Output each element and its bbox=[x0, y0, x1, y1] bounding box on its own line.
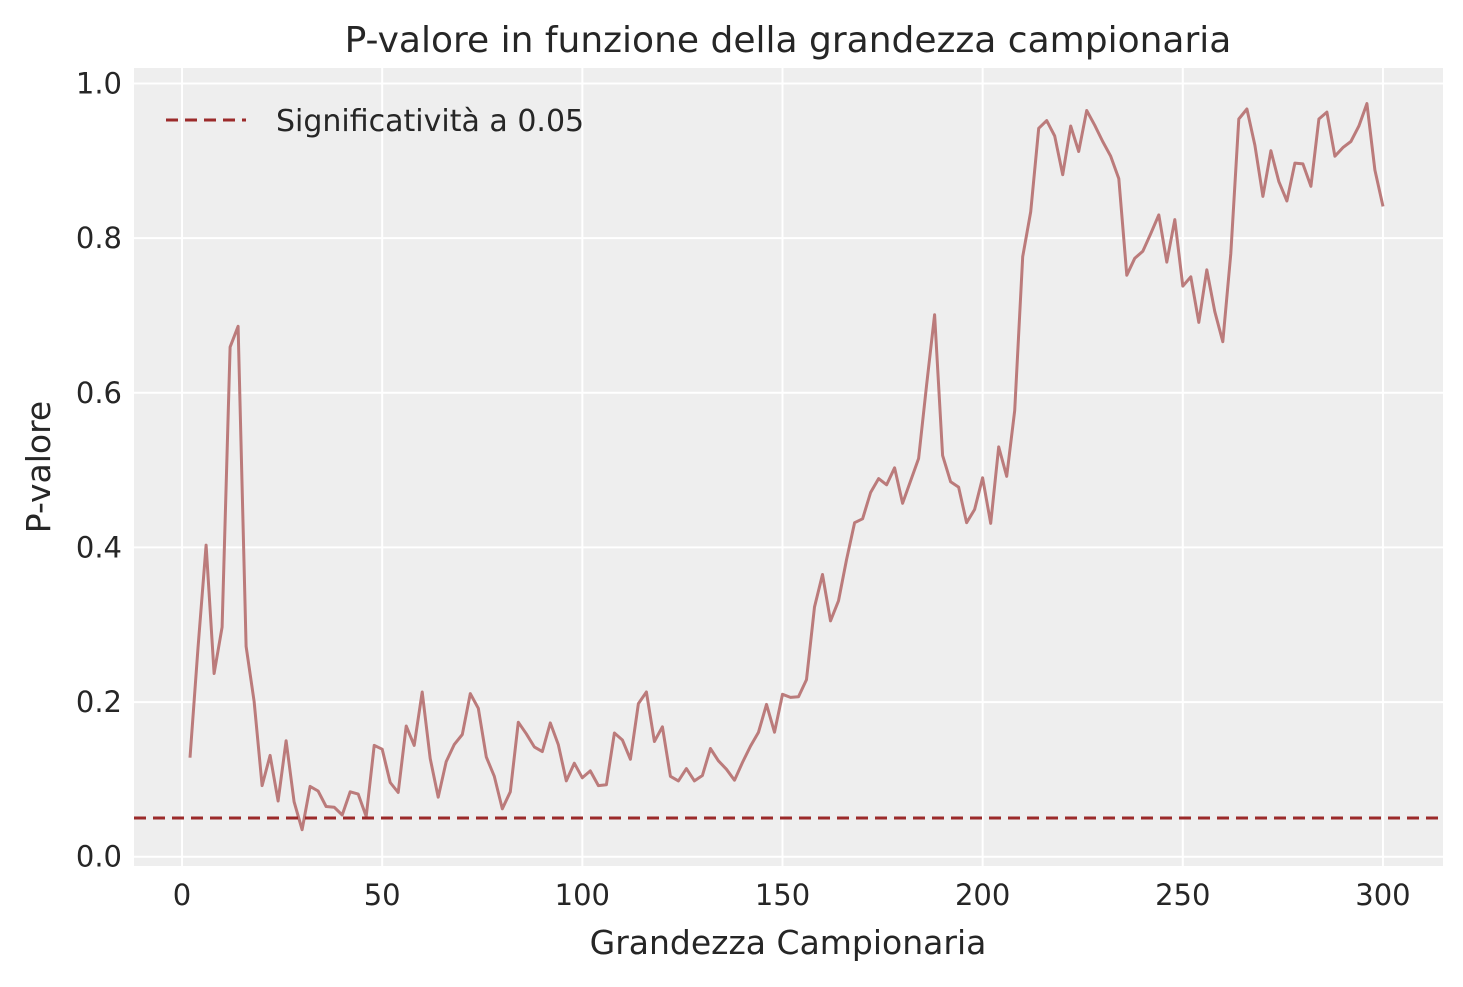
y-tick-label: 0.0 bbox=[76, 840, 122, 874]
series-layer bbox=[134, 102, 1443, 832]
x-tick-label: 100 bbox=[555, 878, 610, 912]
y-tick-label: 1.0 bbox=[76, 66, 122, 100]
legend: Significatività a 0.05 bbox=[166, 104, 584, 139]
legend-threshold-label: Significatività a 0.05 bbox=[276, 104, 584, 139]
grid-horizontal bbox=[134, 82, 1443, 858]
x-tick-label: 200 bbox=[955, 878, 1010, 912]
x-tick-label: 0 bbox=[173, 878, 191, 912]
plot-background bbox=[134, 68, 1443, 866]
x-tick-label: 50 bbox=[364, 878, 401, 912]
x-tick-label: 250 bbox=[1155, 878, 1210, 912]
y-tick-label: 0.6 bbox=[76, 376, 122, 410]
x-axis-label: Grandezza Campionaria bbox=[590, 923, 987, 962]
chart-title: P-valore in funzione della grandezza cam… bbox=[345, 20, 1232, 61]
y-tick-label: 0.8 bbox=[76, 221, 122, 255]
series-line-pvalue bbox=[188, 102, 1385, 832]
y-axis-label: P-valore bbox=[19, 401, 58, 533]
x-tick-label: 150 bbox=[755, 878, 810, 912]
y-tick-label: 0.4 bbox=[76, 530, 122, 564]
x-tick-labels: 0 50 100 150 200 250 300 bbox=[173, 878, 1411, 912]
x-tick-label: 300 bbox=[1355, 878, 1410, 912]
y-tick-label: 0.2 bbox=[76, 685, 122, 719]
y-tick-labels: 0.0 0.2 0.4 0.6 0.8 1.0 bbox=[76, 66, 122, 873]
